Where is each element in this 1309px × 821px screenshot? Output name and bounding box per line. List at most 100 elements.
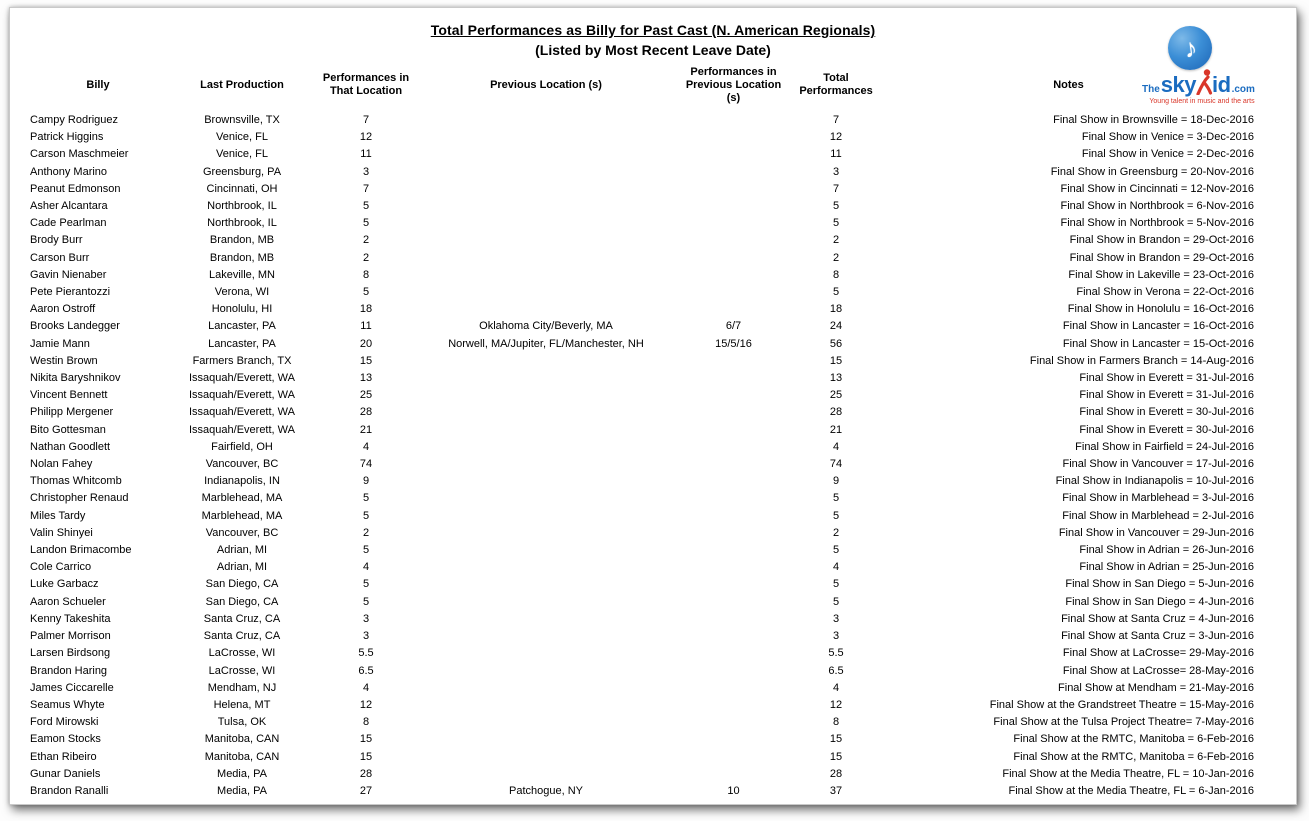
performances-previous-cell bbox=[676, 766, 791, 783]
logo-id-text: id bbox=[1212, 72, 1231, 97]
notes-cell: Final Show in Everett = 31-Jul-2016 bbox=[1079, 389, 1254, 402]
notes-cell: Final Show in Northbrook = 5-Nov-2016 bbox=[1060, 217, 1254, 230]
logo-sky-text: sky bbox=[1160, 72, 1197, 97]
total-performances-cell: 56 bbox=[829, 337, 843, 350]
billy-name-cell: Ethan Ribeiro bbox=[30, 750, 97, 763]
total-performances-cell: 9 bbox=[832, 475, 840, 488]
notes-cell: Final Show at the Tulsa Project Theatre=… bbox=[993, 716, 1254, 729]
notes-cell: Final Show in San Diego = 5-Jun-2016 bbox=[1065, 578, 1254, 591]
billy-name-cell: Gavin Nienaber bbox=[30, 268, 107, 281]
billy-name-cell: Campy Rodriguez bbox=[30, 114, 119, 126]
performances-table: Billy Last Production Performances in Th… bbox=[28, 64, 1256, 800]
table-row: Westin Brown Farmers Branch, TX 15 15 Final … bbox=[28, 353, 1256, 370]
last-production-cell: LaCrosse, WI bbox=[208, 647, 276, 660]
last-production-cell: Tulsa, OK bbox=[217, 716, 267, 729]
billy-name-cell: Thomas Whitcomb bbox=[30, 475, 122, 488]
last-production-cell: Manitoba, CAN bbox=[204, 733, 280, 746]
performances-that-location-cell: 74 bbox=[359, 458, 373, 471]
last-production-cell: Indianapolis, IN bbox=[204, 475, 280, 488]
performances-that-location-cell: 2 bbox=[362, 234, 370, 247]
last-production-cell: San Diego, CA bbox=[205, 578, 279, 591]
billy-name-cell: Eamon Stocks bbox=[30, 733, 101, 746]
performances-that-location-cell: 4 bbox=[362, 681, 370, 694]
total-performances-cell: 25 bbox=[829, 389, 843, 402]
logo-tagline: Young talent in music and the arts bbox=[1149, 98, 1255, 105]
previous-locations-cell bbox=[416, 490, 676, 507]
performances-that-location-cell: 2 bbox=[362, 251, 370, 264]
total-performances-cell: 13 bbox=[829, 372, 843, 385]
notes-cell: Final Show at LaCrosse= 29-May-2016 bbox=[1062, 647, 1254, 660]
page-subtitle: (Listed by Most Recent Leave Date) bbox=[535, 42, 771, 58]
table-row: Brandon Ranalli Media, PA 27 Patchogue, NY 1… bbox=[28, 783, 1256, 800]
performances-that-location-cell: 5 bbox=[362, 578, 370, 591]
performances-that-location-cell: 12 bbox=[359, 131, 373, 144]
total-performances-cell: 7 bbox=[832, 114, 840, 126]
previous-locations-cell: Patchogue, NY bbox=[509, 784, 583, 797]
total-performances-cell: 5 bbox=[832, 200, 840, 213]
table-row: Asher Alcantara Northbrook, IL 5 5 Final Sho… bbox=[28, 198, 1256, 215]
last-production-cell: Issaquah/Everett, WA bbox=[189, 372, 295, 385]
performances-that-location-cell: 11 bbox=[360, 320, 372, 333]
column-header-last-production: Last Production bbox=[200, 78, 284, 91]
performances-previous-cell bbox=[676, 645, 791, 662]
total-performances-cell: 8 bbox=[832, 268, 840, 281]
billy-name-cell: Brody Burr bbox=[30, 234, 83, 247]
table-row: Aaron Schueler San Diego, CA 5 5 Final Show … bbox=[28, 594, 1256, 611]
performances-previous-cell: 15/5/16 bbox=[715, 337, 752, 350]
previous-locations-cell bbox=[416, 473, 676, 490]
performances-that-location-cell: 5 bbox=[362, 200, 370, 213]
last-production-cell: Northbrook, IL bbox=[207, 200, 277, 213]
billy-name-cell: Brandon Haring bbox=[30, 664, 108, 677]
previous-locations-cell bbox=[416, 267, 676, 284]
last-production-cell: Lancaster, PA bbox=[208, 320, 276, 333]
billy-name-cell: Ford Mirowski bbox=[30, 716, 99, 729]
previous-locations-cell: Oklahoma City/Beverly, MA bbox=[479, 320, 613, 333]
previous-locations-cell bbox=[416, 232, 676, 249]
performances-that-location-cell: 27 bbox=[359, 784, 373, 797]
performances-previous-cell bbox=[676, 422, 791, 439]
total-performances-cell: 2 bbox=[832, 251, 840, 264]
table-row: Peanut Edmonson Cincinnati, OH 7 7 Final Sho… bbox=[28, 181, 1256, 198]
previous-locations-cell bbox=[416, 508, 676, 525]
table-row: James Ciccarelle Mendham, NJ 4 4 Final Show … bbox=[28, 680, 1256, 697]
notes-cell: Final Show in Farmers Branch = 14-Aug-20… bbox=[1029, 354, 1254, 367]
billy-name-cell: Peanut Edmonson bbox=[30, 182, 121, 195]
previous-locations-cell bbox=[416, 576, 676, 593]
performances-previous-cell bbox=[676, 542, 791, 559]
performances-previous-cell bbox=[676, 387, 791, 404]
table-row: Patrick Higgins Venice, FL 12 12 Final Show … bbox=[28, 129, 1256, 146]
notes-cell: Final Show in Venice = 3-Dec-2016 bbox=[1081, 131, 1254, 144]
column-header-total-performances: Total Performances bbox=[799, 72, 873, 97]
table-row: Aaron Ostroff Honolulu, HI 18 18 Final Show … bbox=[28, 301, 1256, 318]
table-row: Valin Shinyei Vancouver, BC 2 2 Final Show i… bbox=[28, 525, 1256, 542]
total-performances-cell: 15 bbox=[829, 750, 843, 763]
performances-that-location-cell: 12 bbox=[359, 698, 373, 711]
previous-locations-cell bbox=[416, 680, 676, 697]
performances-that-location-cell: 13 bbox=[359, 372, 373, 385]
last-production-cell: Adrian, MI bbox=[216, 561, 268, 574]
notes-cell: Final Show in Everett = 31-Jul-2016 bbox=[1079, 372, 1254, 385]
total-performances-cell: 24 bbox=[829, 320, 843, 333]
last-production-cell: Marblehead, MA bbox=[201, 509, 283, 522]
performances-that-location-cell: 18 bbox=[359, 303, 373, 316]
table-row: Philipp Mergener Issaquah/Everett, WA 28 28… bbox=[28, 404, 1256, 421]
billy-name-cell: Carson Maschmeier bbox=[30, 148, 129, 161]
performances-previous-cell bbox=[676, 146, 791, 163]
previous-locations-cell bbox=[416, 439, 676, 456]
billy-name-cell: Nikita Baryshnikov bbox=[30, 372, 121, 385]
billy-name-cell: Asher Alcantara bbox=[30, 200, 108, 213]
last-production-cell: Lakeville, MN bbox=[208, 268, 276, 281]
table-row: Ford Mirowski Tulsa, OK 8 8 Final Show at th… bbox=[28, 714, 1256, 731]
last-production-cell: San Diego, CA bbox=[205, 595, 279, 608]
performances-previous-cell bbox=[676, 749, 791, 766]
performances-previous-cell bbox=[676, 301, 791, 318]
table-row: Christopher Renaud Marblehead, MA 5 5 Final … bbox=[28, 490, 1256, 507]
previous-locations-cell bbox=[416, 714, 676, 731]
billy-name-cell: Westin Brown bbox=[30, 354, 98, 367]
performances-that-location-cell: 28 bbox=[359, 767, 373, 780]
last-production-cell: Honolulu, HI bbox=[211, 303, 273, 316]
performances-previous-cell: 6/7 bbox=[725, 320, 742, 333]
logo-the-text: The bbox=[1142, 84, 1160, 95]
previous-locations-cell bbox=[416, 645, 676, 662]
notes-cell: Final Show in Indianapolis = 10-Jul-2016 bbox=[1055, 475, 1254, 488]
